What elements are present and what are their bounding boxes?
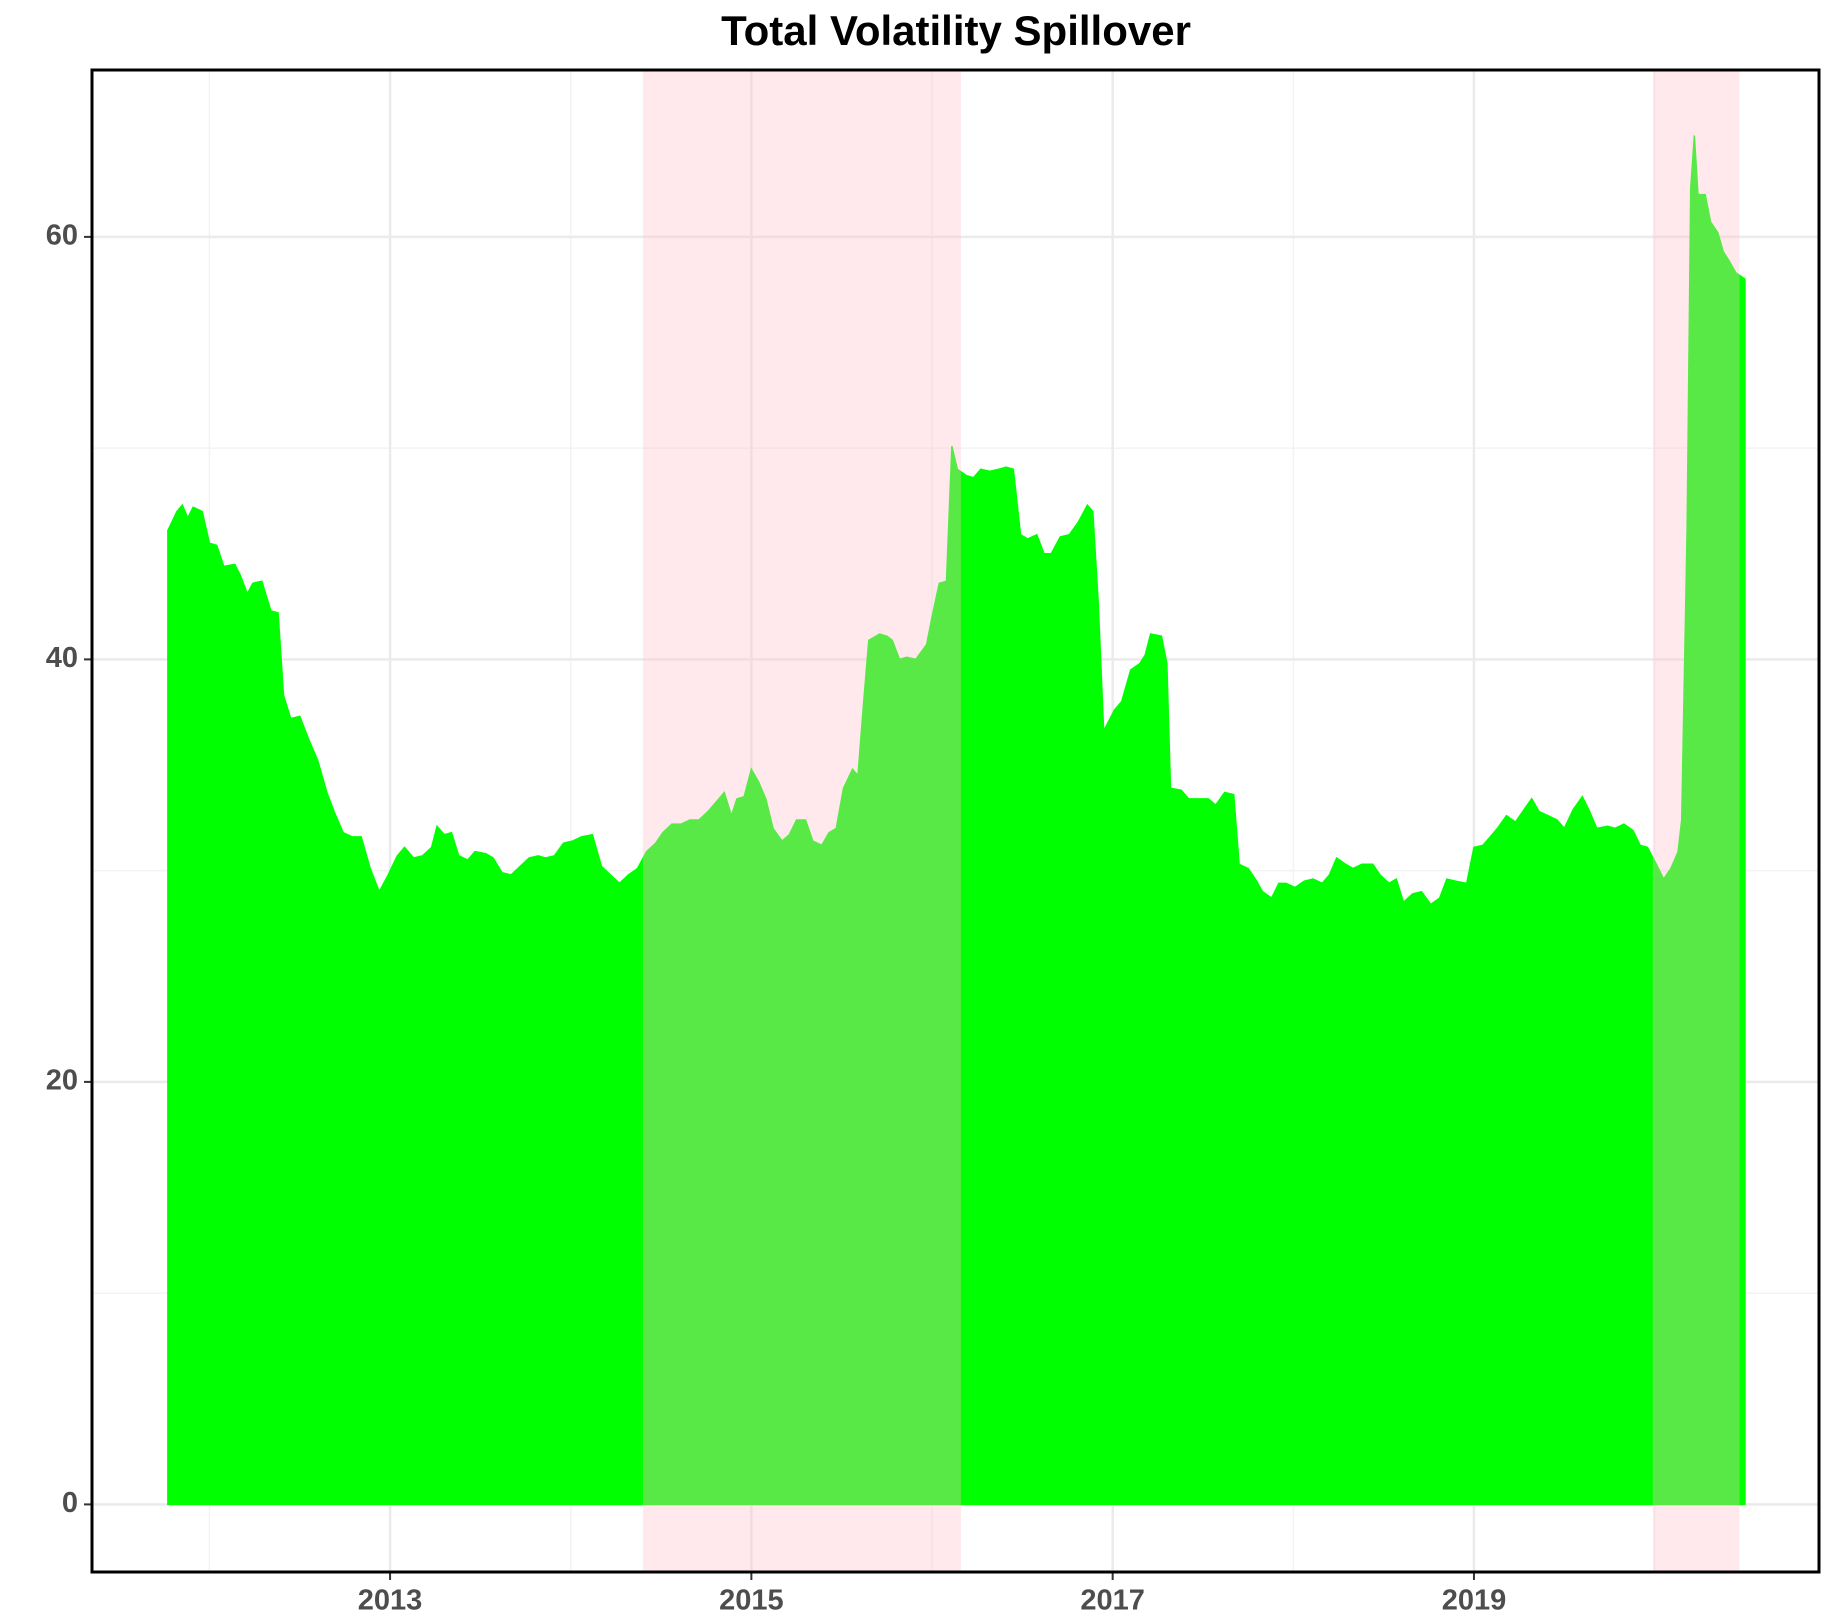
y-tick-label: 60 (46, 220, 78, 252)
area (167, 135, 1746, 1506)
shaded-region (1652, 70, 1740, 1572)
x-tick-label: 2015 (719, 1585, 784, 1617)
x-tick-label: 2019 (1442, 1585, 1507, 1617)
y-tick-label: 0 (62, 1487, 78, 1519)
x-tick-label: 2013 (358, 1585, 423, 1617)
y-tick-label: 40 (46, 642, 78, 674)
plot-border (90, 68, 1821, 1574)
x-tick-label: 2017 (1080, 1585, 1145, 1617)
shaded-region (642, 70, 961, 1572)
chart-title: Total Volatility Spillover (721, 7, 1191, 54)
y-tick-label: 20 (46, 1065, 78, 1097)
